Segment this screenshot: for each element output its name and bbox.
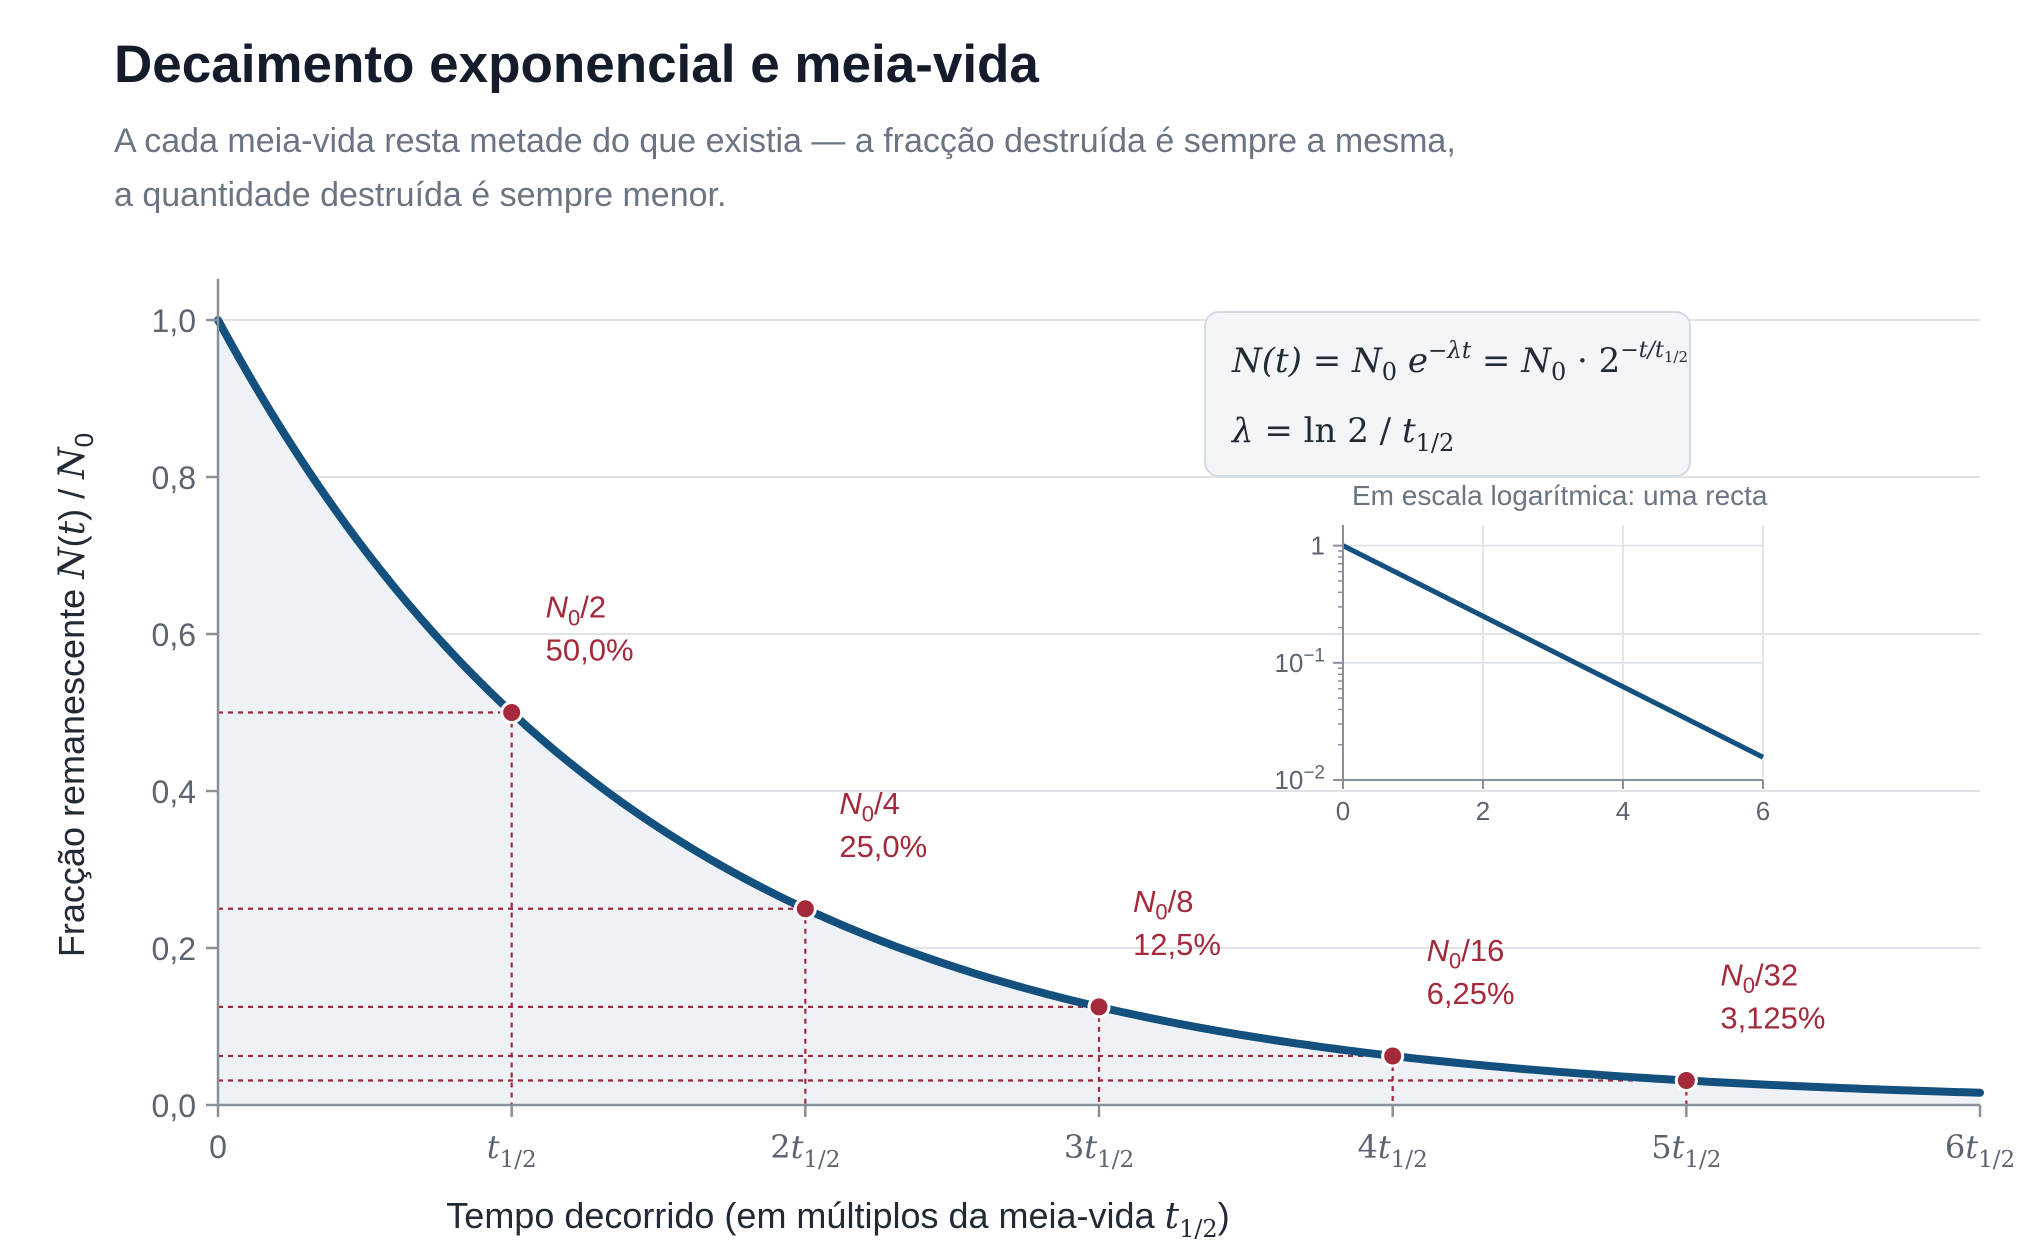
- x-tick-label-3: 3t1/2: [1064, 1128, 1134, 1173]
- point-0: [500, 701, 524, 724]
- point-percent-4: 3,125%: [1720, 1000, 1825, 1035]
- y-tick-label-4: 0,8: [152, 460, 196, 496]
- point-1: [793, 897, 817, 921]
- inset-x-tick-label-3: 6: [1756, 796, 1770, 826]
- inset-y-tick-label-2: 10−2: [1274, 763, 1325, 795]
- y-axis-label: Fracção remanescente N(t) / N0: [51, 433, 99, 957]
- subtitle-line-1: A cada meia-vida resta metade do que exi…: [114, 122, 1456, 160]
- point-percent-0: 50,0%: [546, 633, 634, 668]
- y-tick-labels: 0,0 0,2 0,4 0,6 0,8 1,0: [152, 303, 196, 1124]
- x-axis-label: Tempo decorrido (em múltiplos da meia-vi…: [446, 1195, 1229, 1240]
- y-tick-label-1: 0,2: [152, 931, 196, 967]
- point-label-4: N0/32: [1720, 957, 1798, 998]
- inset-y-tick-label-1: 10−1: [1274, 645, 1325, 677]
- x-tick-label-1: t1/2: [487, 1128, 537, 1173]
- point-label-2: N0/8: [1133, 884, 1194, 925]
- point-labels: N0/250,0% N0/425,0% N0/812,5% N0/166,25% N0/…: [546, 590, 1826, 1036]
- y-tick-label-3: 0,6: [152, 617, 196, 653]
- main-axes: [206, 278, 1982, 1117]
- point-3: [1381, 1044, 1405, 1068]
- y-tick-label-2: 0,4: [152, 774, 196, 810]
- chart-title: Decaimento exponencial e meia-vida: [114, 35, 1039, 94]
- inset-grid: [1343, 525, 1764, 780]
- x-tick-label-5: 5t1/2: [1651, 1128, 1721, 1173]
- point-percent-1: 25,0%: [839, 829, 927, 864]
- formula-box: [1204, 311, 1691, 477]
- point-percent-3: 6,25%: [1427, 976, 1515, 1011]
- chart-subtitle: A cada meia-vida resta metade do que exi…: [114, 114, 1874, 222]
- x-tick-labels: 0 t1/2 2t1/2 3t1/2 4t1/2 5t1/2 6t1/2: [209, 1128, 2015, 1173]
- inset-x-tick-label-0: 0: [1336, 796, 1350, 826]
- inset-axes: [1333, 525, 1764, 789]
- halflife-guides: [218, 711, 1688, 1105]
- x-tick-label-6: 6t1/2: [1945, 1128, 2015, 1173]
- formula-line-1: N(t) = N0 e−λt = N0 · 2−t/t1/2: [1231, 338, 1688, 386]
- formula-line-2: λ = ln 2 / t1/2: [1230, 411, 1454, 457]
- point-label-0: N0/2: [546, 590, 607, 631]
- inset-y-tick-labels: 1 10−1 10−2: [1274, 531, 1325, 795]
- x-tick-label-0: 0: [209, 1129, 227, 1165]
- point-label-1: N0/4: [839, 786, 900, 827]
- point-label-3: N0/16: [1427, 933, 1505, 974]
- highlight-points: [500, 701, 1698, 1092]
- y-tick-label-5: 1,0: [152, 303, 196, 339]
- inset-x-tick-labels: 0 2 4 6: [1336, 796, 1770, 826]
- x-tick-label-4: 4t1/2: [1358, 1128, 1428, 1173]
- subtitle-line-2: a quantidade destruída é sempre menor.: [114, 176, 727, 214]
- inset-y-tick-label-0: 1: [1311, 531, 1325, 561]
- y-tick-label-0: 0,0: [152, 1088, 196, 1124]
- inset-x-tick-label-1: 2: [1476, 796, 1490, 826]
- point-4: [1674, 1068, 1698, 1092]
- point-2: [1087, 995, 1111, 1019]
- inset-x-tick-label-2: 4: [1616, 796, 1630, 826]
- x-tick-label-2: 2t1/2: [770, 1128, 840, 1173]
- inset-log-line: [1341, 543, 1765, 760]
- inset-title: Em escala logarítmica: uma recta: [1352, 480, 1768, 511]
- point-percent-2: 12,5%: [1133, 927, 1221, 962]
